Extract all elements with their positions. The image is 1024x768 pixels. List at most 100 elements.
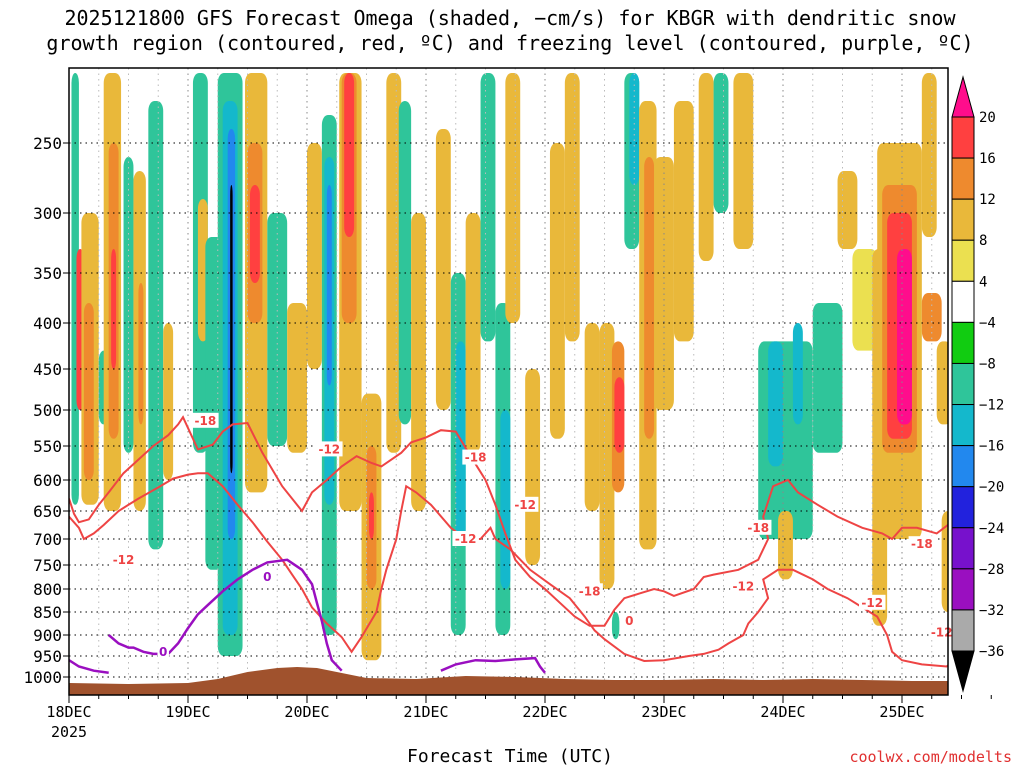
y-tick-label: 400 [33,314,62,333]
contour-label-bg [859,594,886,610]
contour-label: -12 [861,596,883,610]
omega-cell [505,73,521,323]
contour-label: 0 [159,645,167,659]
colorbar-segment [951,527,975,570]
colorbar-label: 20 [979,110,996,126]
contour-label: -18 [579,584,601,598]
contour-label-bg [511,496,539,512]
omega-cell [897,249,912,425]
terrain-layer [69,667,948,695]
omega-cell [733,73,754,249]
omega-cell [673,101,694,342]
contour-label: -12 [931,626,953,640]
omega-cell [344,73,355,237]
y-tick-label: 700 [33,530,62,549]
colorbar-segment [951,280,975,323]
contour-label: -18 [747,521,769,535]
x-tick-label: 21DEC [403,703,448,721]
contour-label-bg [157,643,169,659]
omega-cell [768,341,783,467]
x-tick-label: 23DEC [641,703,686,721]
omega-cell [111,249,117,369]
contour-label-bg [110,551,137,567]
chart-title-line-2: growth region (contoured, red, ºC) and f… [46,31,973,55]
freezing-level-contour-line [440,656,546,674]
y-tick-label: 900 [33,626,62,645]
omega-cell [525,369,541,565]
omega-cell [163,323,174,480]
terrain-surface [69,667,948,695]
omega-cell [326,185,332,386]
omega-cell [936,341,948,425]
colorbar-label: −32 [979,603,1004,619]
x-tick-label: 20DEC [284,703,329,721]
colorbar-label: −28 [979,562,1004,578]
colorbar: 20 16 12 8 4 −4 −8 −12 −16 −20 −24 −28 −32 −36 [951,75,1004,693]
colorbar-segment [951,116,975,159]
colorbar-segment [951,609,975,652]
omega-cell [480,73,496,342]
y-tick-label: 500 [33,401,62,420]
contour-label-bg [623,613,636,629]
y-tick-label: 600 [33,471,62,490]
colorbar-segment [951,568,975,611]
omega-cell [465,213,481,453]
contour-label: -12 [318,442,340,456]
colorbar-segment [951,239,975,282]
colorbar-segment [951,445,975,488]
omega-cell [837,171,858,249]
omega-cell [307,143,322,369]
x-tick-sublabel: 2025 [51,723,87,741]
omega-cell [698,73,714,261]
colorbar-label: −24 [979,521,1004,537]
colorbar-label: −8 [979,356,996,372]
freezing-level-contour-line [107,558,343,672]
x-axis: 18DEC 2025 19DEC 20DEC 21DEC 22DEC 23DEC 24DEC 2… [46,695,992,741]
y-tick-label: 450 [33,360,62,379]
omega-cell [435,129,451,410]
colorbar-label: 16 [979,151,996,167]
contour-label-bg [908,536,936,552]
omega-cell [778,511,793,580]
contour-label-bg [261,569,274,584]
x-tick-label: 19DEC [165,703,210,721]
colorbar-label: 12 [979,192,996,208]
credit-text: coolwx.com/modelts [849,748,1012,766]
colorbar-segment [951,157,975,200]
colorbar-label: −12 [979,398,1004,414]
x-tick-label: 18DEC [46,703,91,721]
y-tick-label: 950 [33,647,62,666]
colorbar-label: −36 [979,644,1004,660]
colorbar-segment [951,198,975,241]
omega-cell [267,213,288,446]
y-tick-label: 850 [33,603,62,622]
contour-label-bg [192,412,219,428]
contour-label: -18 [195,414,217,428]
omega-cell [812,303,843,453]
omega-cell [564,73,580,342]
y-tick-label: 650 [33,502,62,521]
contour-label: -12 [514,498,536,512]
contour-label: 0 [625,614,633,628]
omega-cell [921,293,942,342]
omega-cell [549,143,565,439]
omega-cell [584,323,600,511]
contour-layer [69,415,948,675]
y-tick-label: 350 [33,264,62,283]
y-axis: 250 300 350 400 450 500 550 600 650 700 750 800 850 9… [23,134,69,687]
x-tick-label: 25DEC [879,703,924,721]
y-tick-label: 300 [33,204,62,223]
dgz-contour-line [69,415,948,627]
x-tick-label: 22DEC [522,703,567,721]
colorbar-segment [951,321,975,364]
contour-label-bg [730,578,757,594]
omega-cell [852,249,878,351]
contour-label: -18 [465,451,487,465]
contour-label-bg [744,519,772,535]
colorbar-label: −4 [979,315,996,331]
omega-cell [368,492,374,539]
x-tick-label: 24DEC [760,703,805,721]
contour-label: -12 [113,553,135,567]
y-tick-label: 1000 [23,668,62,687]
